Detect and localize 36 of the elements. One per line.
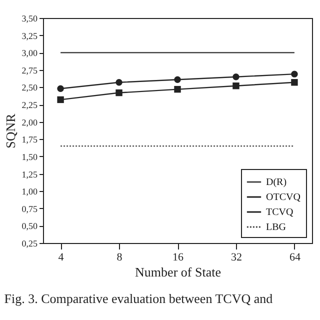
point <box>291 70 298 78</box>
point <box>232 74 240 80</box>
y-tick-label: 3,00 <box>22 48 38 58</box>
y-tick-label: 2,25 <box>22 100 38 110</box>
y-tick-label: 1,50 <box>22 152 38 162</box>
caption: Fig. 3. Comparative evaluation between TCVQ and <box>4 291 274 306</box>
legend-label: TCVQ <box>266 207 294 218</box>
y-axis-title: SQNR <box>2 113 18 148</box>
y-tick-label: 2,00 <box>22 117 38 128</box>
point <box>57 96 64 104</box>
y-tick-label: 3,25 <box>22 30 38 41</box>
x-tick-label: 64 <box>289 252 301 264</box>
point <box>174 76 181 83</box>
legend-label: D(R) <box>266 177 287 188</box>
x-tick-label: 4 <box>58 252 64 264</box>
point <box>174 86 181 93</box>
point <box>232 82 240 90</box>
y-tick-label: 2,50 <box>22 82 38 93</box>
y-tick-label: 1,25 <box>22 169 38 180</box>
legend-label: LBG <box>266 222 286 233</box>
x-tick-label: 8 <box>116 252 123 264</box>
point <box>116 79 122 86</box>
y-tick-label: 2,75 <box>22 65 38 76</box>
point <box>291 79 298 86</box>
legend-label: OTCVQ <box>266 192 302 203</box>
y-tick-label: 1,00 <box>22 186 38 197</box>
x-axis-title: Number of State <box>135 264 222 280</box>
x-tick-label: 32 <box>230 252 242 264</box>
x-tick-label: 16 <box>172 252 184 264</box>
y-tick-label: 0,75 <box>22 204 38 214</box>
point <box>116 89 122 96</box>
y-tick-label: 1,75 <box>22 134 38 145</box>
y-tick-label: 0,25 <box>22 238 38 248</box>
y-tick-label: 3,50 <box>22 14 38 24</box>
y-tick-label: 0,50 <box>22 221 38 232</box>
point <box>57 85 64 92</box>
